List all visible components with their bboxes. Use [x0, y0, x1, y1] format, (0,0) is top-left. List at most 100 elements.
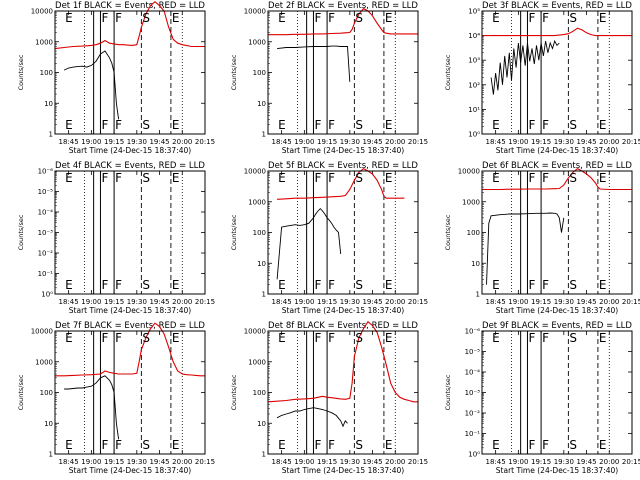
phase-marker-label: F [542, 438, 549, 452]
phase-marker-label-top: E [599, 331, 607, 345]
y-axis-label: Counts/sec [230, 214, 238, 250]
phase-marker-label-top: S [569, 171, 577, 185]
x-tick-label: 20:00 [599, 298, 619, 306]
plot-frame [54, 170, 206, 295]
y-tick-label: 1000 [35, 358, 53, 366]
phase-marker-label: E [278, 118, 286, 132]
x-tick-label: 20:15 [195, 458, 215, 466]
phase-marker-label-top: E [385, 171, 393, 185]
y-tick-label: 10000 [244, 8, 266, 16]
events-series-line [486, 212, 565, 285]
x-axis-label: Start Time (24-Dec-15 18:37:40) [282, 306, 404, 315]
y-tick-label: 10⁻³ [38, 229, 54, 237]
phase-marker-label-top: F [115, 11, 122, 25]
y-axis-label: Counts/sec [230, 54, 238, 90]
x-tick-label: 19:30 [554, 298, 574, 306]
phase-marker-label-top: E [278, 11, 286, 25]
x-tick-label: 19:30 [340, 458, 360, 466]
phase-marker-label-top: F [328, 11, 335, 25]
phase-marker-label-top: F [542, 11, 549, 25]
y-tick-label: 10000 [31, 8, 53, 16]
x-tick-label: 20:15 [408, 298, 428, 306]
phase-marker-label-top: E [172, 11, 180, 25]
x-axis-label: Start Time (24-Dec-15 18:37:40) [496, 146, 618, 155]
phase-marker-label: E [65, 438, 73, 452]
phase-marker-label: F [528, 278, 535, 292]
phase-marker-label: S [355, 438, 363, 452]
y-tick-label: 10⁻⁴ [38, 209, 54, 217]
y-axis-label: Counts/sec [17, 374, 25, 410]
phase-marker-label-top: E [385, 11, 393, 25]
y-tick-label: 10 [257, 420, 266, 428]
phase-marker-label: S [569, 118, 577, 132]
y-tick-label: 1 [262, 291, 266, 299]
phase-marker-label-top: E [172, 171, 180, 185]
y-axis-label: Counts/sec [17, 54, 25, 90]
x-tick-label: 20:15 [195, 298, 215, 306]
panel-det-5: Det 5f BLACK = Events, RED = LLD Counts/s… [230, 161, 428, 315]
x-tick-label: 18:45 [486, 138, 506, 146]
x-tick-label: 18:45 [59, 138, 79, 146]
y-tick-label: 10000 [31, 328, 53, 336]
phase-marker-label-top: S [569, 331, 577, 345]
phase-marker-label: E [65, 118, 73, 132]
phase-marker-label-top: E [65, 171, 73, 185]
panel-title: Det 5f BLACK = Events, RED = LLD [268, 161, 418, 171]
lld-series-line [268, 7, 418, 36]
phase-marker-label-top: S [355, 171, 363, 185]
panel-det-3: Det 3f BLACK = Events, RED = LLD Counts/s… [444, 1, 640, 155]
x-tick-label: 19:30 [554, 138, 574, 146]
phase-marker-label: E [172, 118, 180, 132]
phase-marker-label: F [314, 278, 321, 292]
x-tick-label: 19:15 [317, 298, 337, 306]
y-tick-label: 100 [253, 229, 266, 237]
x-tick-label: 20:00 [172, 298, 192, 306]
phase-marker-label-top: F [528, 11, 535, 25]
phase-marker-label-top: E [599, 171, 607, 185]
phase-marker-label: E [599, 438, 607, 452]
y-axis-label: Counts/sec [444, 214, 452, 250]
panel-title: Det 8f BLACK = Events, RED = LLD [268, 321, 418, 331]
x-tick-label: 18:45 [486, 458, 506, 466]
panel-title: Det 6f BLACK = Events, RED = LLD [482, 161, 632, 171]
phase-marker-label: F [314, 438, 321, 452]
x-tick-label: 20:00 [172, 138, 192, 146]
events-series-line [490, 39, 560, 95]
phase-marker-label-top: S [569, 11, 577, 25]
lld-series-line [54, 0, 205, 50]
phase-marker-label-top: E [492, 331, 500, 345]
x-axis-label: Start Time (24-Dec-15 18:37:40) [282, 466, 404, 475]
phase-marker-label-top: F [101, 331, 108, 345]
x-tick-label: 20:00 [385, 138, 405, 146]
phase-marker-label: E [172, 278, 180, 292]
phase-marker-label-top: E [385, 331, 393, 345]
y-tick-label: 100 [40, 389, 53, 397]
x-tick-label: 19:15 [531, 458, 551, 466]
plot-frame [267, 10, 419, 135]
phase-marker-label: F [314, 118, 321, 132]
phase-marker-label-top: F [328, 331, 335, 345]
y-tick-label: 10⁻¹ [38, 270, 54, 278]
y-tick-label: 10⁻⁵ [465, 348, 481, 356]
x-tick-label: 19:30 [127, 458, 147, 466]
events-series-line [277, 45, 351, 82]
x-tick-label: 18:45 [272, 458, 292, 466]
x-tick-label: 19:15 [104, 298, 124, 306]
x-tick-label: 18:45 [59, 298, 79, 306]
y-tick-label: 1 [49, 131, 53, 139]
events-series-line [64, 375, 120, 440]
panel-det-9: Det 9f BLACK = Events, RED = LLD Counts/s… [444, 321, 640, 475]
x-tick-label: 19:00 [508, 298, 528, 306]
panel-title: Det 2f BLACK = Events, RED = LLD [268, 1, 418, 11]
x-tick-label: 19:00 [508, 138, 528, 146]
y-tick-label: 10⁻¹ [465, 430, 481, 438]
plot-frame [54, 330, 206, 455]
x-tick-label: 19:45 [149, 458, 169, 466]
y-tick-label: 10 [257, 260, 266, 268]
phase-marker-label: F [101, 278, 108, 292]
phase-marker-label-top: F [101, 11, 108, 25]
y-tick-label: 10 [44, 420, 53, 428]
panel-det-7: Det 7f BLACK = Events, RED = LLD Counts/s… [17, 321, 215, 475]
y-tick-label: 100 [467, 229, 480, 237]
phase-marker-label-top: E [278, 171, 286, 185]
